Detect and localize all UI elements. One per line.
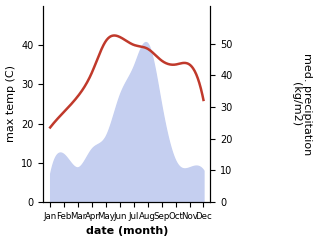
X-axis label: date (month): date (month) (86, 227, 168, 236)
Y-axis label: max temp (C): max temp (C) (5, 65, 16, 142)
Y-axis label: med. precipitation
(kg/m2): med. precipitation (kg/m2) (291, 53, 313, 155)
